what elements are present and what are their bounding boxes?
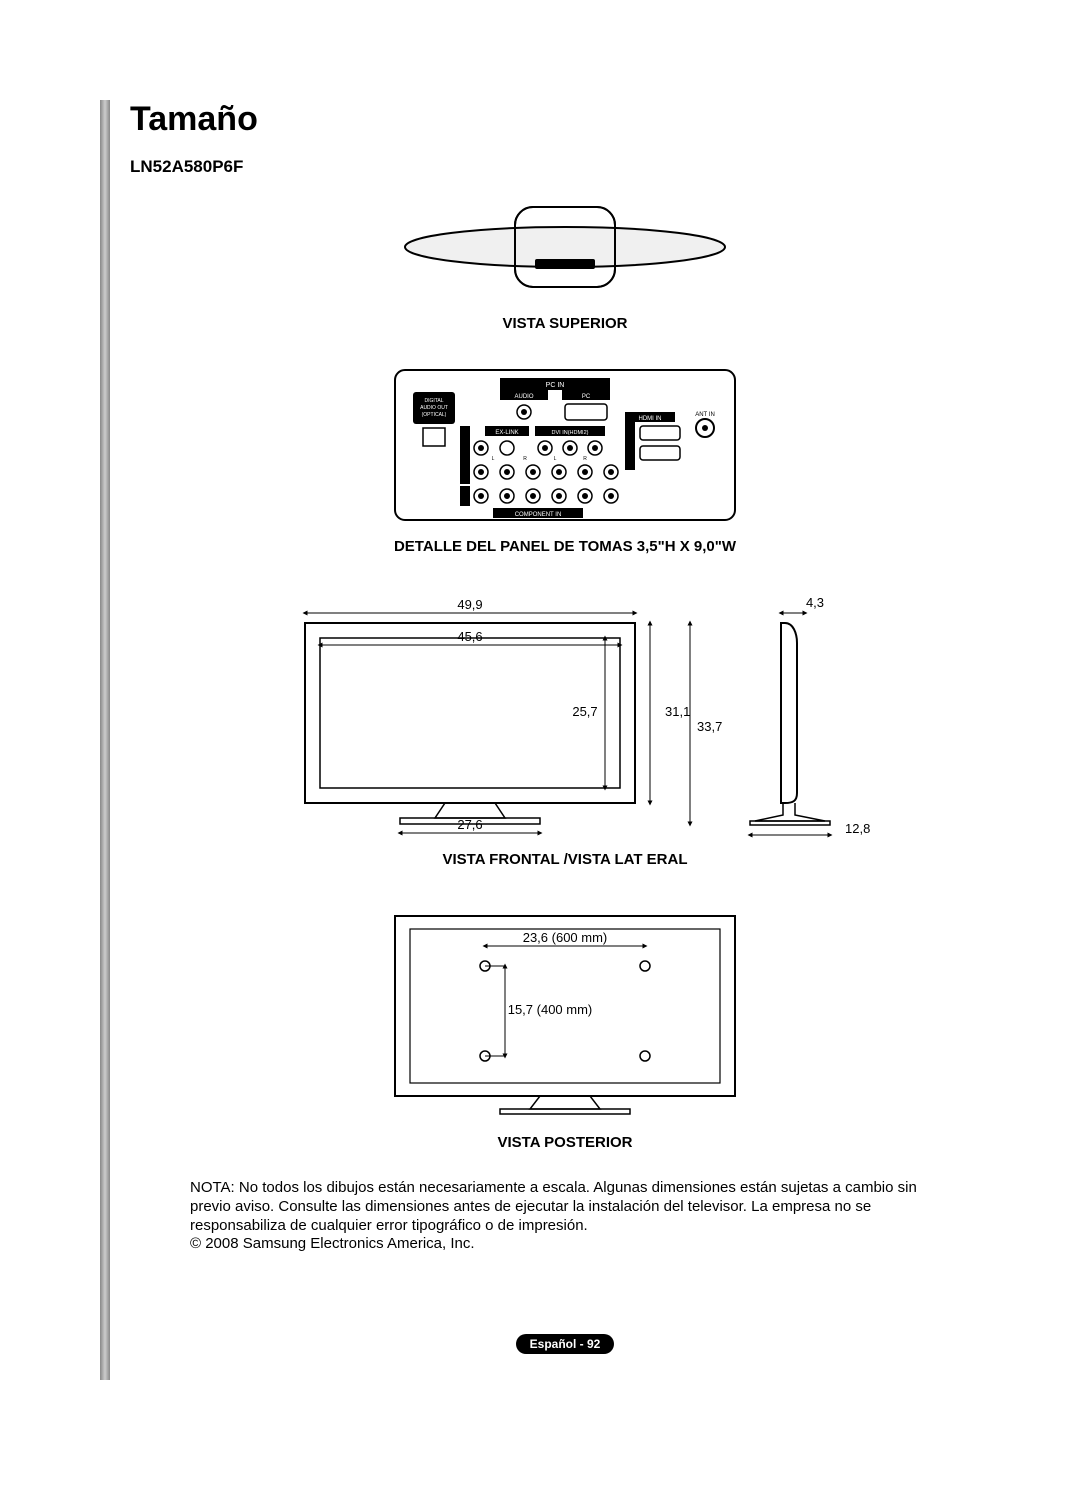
svg-text:R: R <box>523 456 527 462</box>
side-accent-bar <box>100 100 110 1380</box>
label-ant: ANT IN <box>695 412 715 418</box>
note-body: No todos los dibujos están necesariament… <box>190 1179 917 1234</box>
svg-text:DIGITAL: DIGITAL <box>424 398 443 404</box>
dim-side-stand: 12,8 <box>845 821 870 836</box>
rear-view-svg: 23,6 (600 mm) 15,7 (400 mm) <box>355 896 775 1126</box>
figure-rear-view: 23,6 (600 mm) 15,7 (400 mm) VISTA POSTER… <box>130 896 1000 1151</box>
dim-overall-width: 49,9 <box>457 597 482 612</box>
label-hdmi: HDMI IN <box>639 416 662 422</box>
figure-jack-panel: PC IN AUDIO PC DIGITAL AUDIO OUT (OPTICA… <box>130 360 1000 555</box>
caption-top: VISTA SUPERIOR <box>130 315 1000 332</box>
label-pc: PC <box>582 394 591 400</box>
footer: Español - 92 <box>130 1334 1000 1354</box>
dim-side-top: 4,3 <box>806 595 824 610</box>
model-number: LN52A580P6F <box>130 157 1000 177</box>
svg-text:L: L <box>554 456 557 462</box>
dim-stand-width: 27,6 <box>457 817 482 832</box>
jack-panel-svg: PC IN AUDIO PC DIGITAL AUDIO OUT (OPTICA… <box>385 360 745 530</box>
svg-text:L: L <box>492 456 495 462</box>
label-pc-in: PC IN <box>546 382 565 389</box>
caption-jack: DETALLE DEL PANEL DE TOMAS 3,5"H X 9,0"W <box>130 538 1000 555</box>
page-content: Tamaño LN52A580P6F VISTA SUPERIOR PC IN … <box>130 100 1000 1354</box>
figure-front-side: 49,9 45,6 25,7 31,1 33,7 27,6 4,3 <box>130 583 1000 868</box>
dim-mount-v: 15,7 (400 mm) <box>508 1002 593 1017</box>
dim-mount-h: 23,6 (600 mm) <box>523 930 608 945</box>
top-view-svg <box>385 197 745 307</box>
figure-top-view: VISTA SUPERIOR <box>130 197 1000 332</box>
label-audio: AUDIO <box>514 394 533 400</box>
label-dvi: DVI IN(HDMI2) <box>552 430 589 436</box>
svg-text:R: R <box>583 456 587 462</box>
dim-screen-height: 25,7 <box>572 704 597 719</box>
caption-front-side: VISTA FRONTAL /VISTA LAT ERAL <box>130 851 1000 868</box>
label-component: COMPONENT IN <box>515 512 562 518</box>
dim-panel-height: 31,1 <box>665 704 690 719</box>
label-exlink: EX-LINK <box>495 430 518 436</box>
footer-page-pill: Español - 92 <box>516 1334 615 1354</box>
note-block: NOTA: No todos los dibujos están necesar… <box>190 1179 950 1254</box>
dim-total-height: 33,7 <box>697 719 722 734</box>
svg-text:(OPTICAL): (OPTICAL) <box>422 412 447 418</box>
dim-screen-width: 45,6 <box>457 629 482 644</box>
caption-rear: VISTA POSTERIOR <box>130 1134 1000 1151</box>
note-copyright: © 2008 Samsung Electronics America, Inc. <box>190 1235 475 1252</box>
page-title: Tamaño <box>130 100 1000 139</box>
svg-text:AUDIO OUT: AUDIO OUT <box>420 405 448 411</box>
note-label: NOTA: <box>190 1179 235 1196</box>
front-side-svg: 49,9 45,6 25,7 31,1 33,7 27,6 4,3 <box>245 583 885 843</box>
